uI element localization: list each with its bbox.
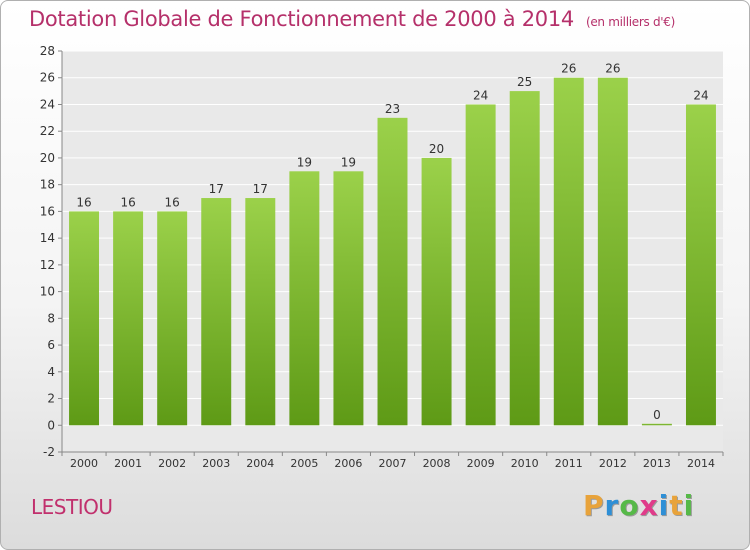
x-tick-label-2013: 2013 — [643, 457, 671, 470]
data-label-2000: 16 — [76, 195, 91, 209]
x-tick-label-2000: 2000 — [70, 457, 98, 470]
bar-2010 — [509, 91, 540, 426]
x-tick-label-2011: 2011 — [555, 457, 583, 470]
data-label-2007: 23 — [385, 102, 400, 116]
x-tick-label-2010: 2010 — [511, 457, 539, 470]
logo-letter: x — [639, 489, 659, 522]
x-tick-label-2008: 2008 — [423, 457, 451, 470]
logo-letter: P — [583, 489, 605, 522]
logo-letter: i — [658, 489, 670, 522]
logo-letter: r — [604, 489, 620, 522]
x-tick-label-2003: 2003 — [202, 457, 230, 470]
logo-letter: i — [683, 489, 695, 522]
y-tick-label: -2 — [43, 445, 55, 459]
y-tick-label: 22 — [40, 124, 55, 138]
logo-letter: t — [669, 489, 684, 522]
x-tick-label-2009: 2009 — [467, 457, 495, 470]
bar-2008 — [421, 157, 452, 426]
y-tick-label: 20 — [40, 151, 55, 165]
data-label-2011: 26 — [561, 62, 576, 76]
bar-2011 — [553, 77, 584, 426]
data-label-2004: 17 — [253, 182, 268, 196]
x-tick-label-2005: 2005 — [290, 457, 318, 470]
bar-2003 — [201, 198, 232, 426]
bar-2009 — [465, 104, 496, 426]
proxiti-logo: Proxiti — [583, 489, 694, 522]
bar-2012 — [597, 77, 628, 426]
data-label-2010: 25 — [517, 75, 532, 89]
x-tick-label-2001: 2001 — [114, 457, 142, 470]
bar-2014 — [685, 104, 716, 426]
data-label-2013: 0 — [653, 408, 661, 422]
y-tick-label: 26 — [40, 71, 55, 85]
data-label-2009: 24 — [473, 88, 488, 102]
y-tick-label: 18 — [40, 178, 55, 192]
data-label-2003: 17 — [209, 182, 224, 196]
data-label-2005: 19 — [297, 155, 312, 169]
y-tick-label: 10 — [40, 285, 55, 299]
data-label-2008: 20 — [429, 142, 444, 156]
y-tick-label: 0 — [47, 418, 55, 432]
x-tick-label-2002: 2002 — [158, 457, 186, 470]
y-tick-label: 12 — [40, 258, 55, 272]
data-label-2014: 24 — [693, 88, 708, 102]
chart-title-text: Dotation Globale de Fonctionnement de 20… — [29, 7, 574, 31]
bar-2000 — [69, 211, 100, 426]
y-tick-label: 24 — [40, 97, 55, 111]
bar-2005 — [289, 171, 320, 426]
bar-2006 — [333, 171, 364, 426]
bar-2001 — [113, 211, 144, 426]
bar-2004 — [245, 198, 276, 426]
unit-note: (en milliers d'€) — [585, 15, 675, 29]
data-label-2012: 26 — [605, 62, 620, 76]
bar-2007 — [377, 117, 408, 426]
data-label-2001: 16 — [120, 195, 135, 209]
data-label-2002: 16 — [165, 195, 180, 209]
y-tick-label: 8 — [47, 311, 55, 325]
y-tick-label: 28 — [40, 44, 55, 58]
bar-2013 — [641, 423, 672, 426]
commune-name: LESTIOU — [31, 495, 113, 519]
y-tick-label: 16 — [40, 204, 55, 218]
x-tick-label-2006: 2006 — [334, 457, 362, 470]
y-tick-label: 2 — [47, 392, 55, 406]
x-tick-label-2004: 2004 — [246, 457, 274, 470]
x-tick-label-2014: 2014 — [687, 457, 715, 470]
x-tick-label-2007: 2007 — [379, 457, 407, 470]
y-tick-label: 14 — [40, 231, 55, 245]
x-tick-label-2012: 2012 — [599, 457, 627, 470]
data-label-2006: 19 — [341, 155, 356, 169]
chart-title: Dotation Globale de Fonctionnement de 20… — [29, 7, 675, 31]
y-tick-label: 6 — [47, 338, 55, 352]
y-tick-label: 4 — [47, 365, 55, 379]
logo-letter: o — [619, 489, 640, 522]
bar-2002 — [157, 211, 188, 426]
